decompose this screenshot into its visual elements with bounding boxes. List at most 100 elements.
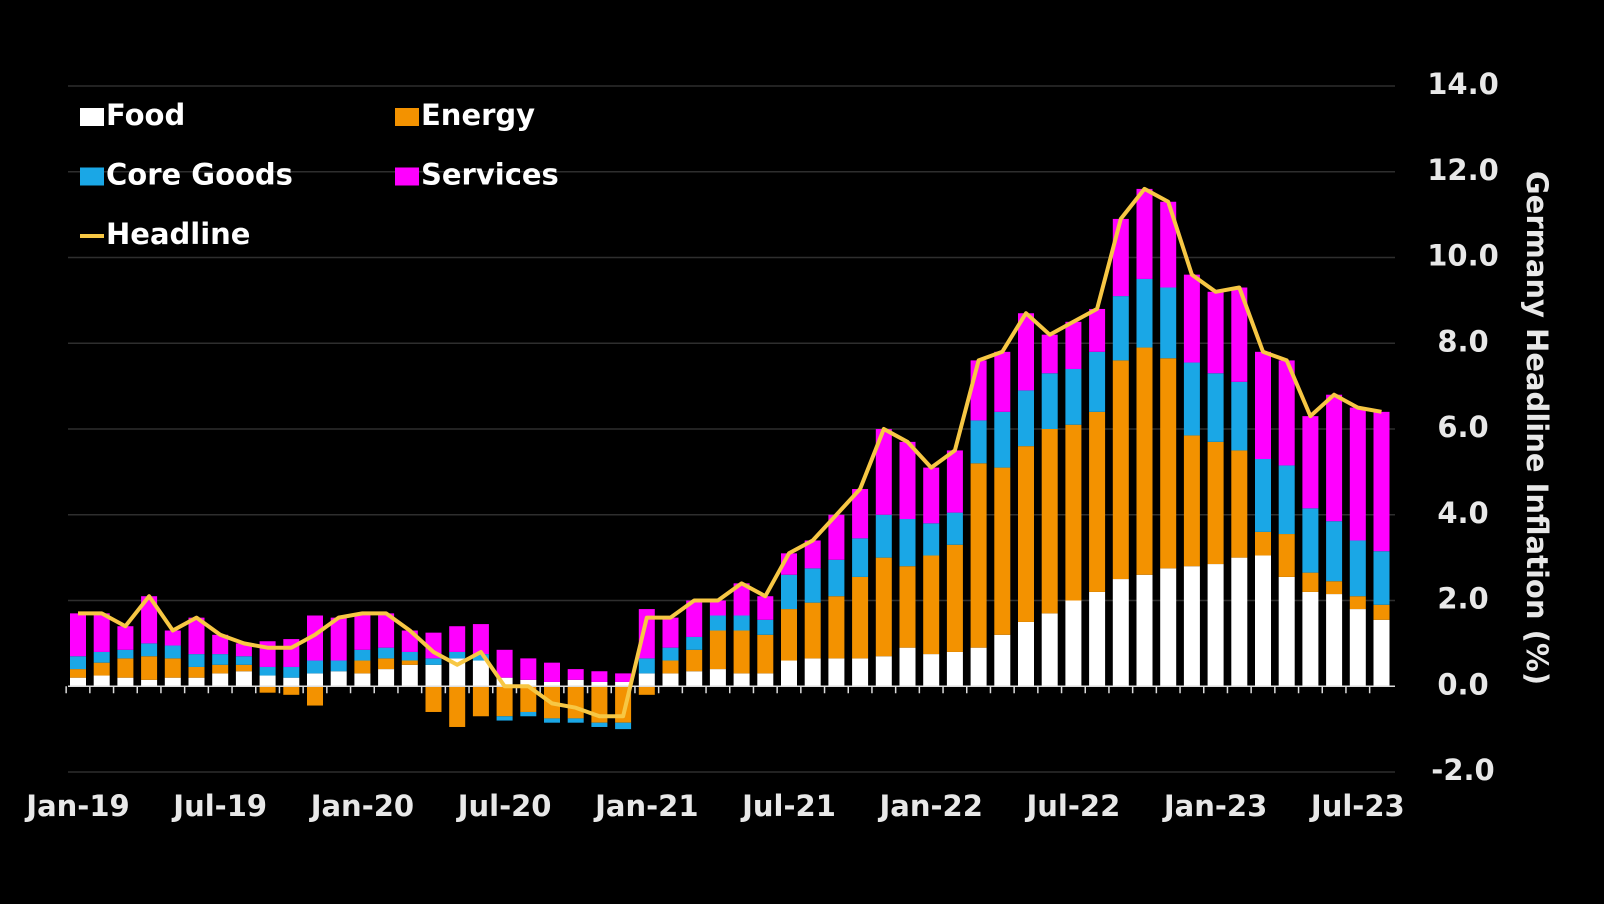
bar-segment	[188, 654, 205, 667]
legend-label: Headline	[106, 217, 250, 251]
bar-segment	[378, 658, 395, 670]
bar-segment	[757, 619, 774, 635]
bar-segment	[1231, 287, 1248, 382]
bar-segment	[757, 596, 774, 620]
bar-segment	[212, 654, 229, 665]
bar-segment	[615, 722, 632, 730]
bar-segment	[615, 673, 632, 682]
bar-segment	[425, 658, 442, 665]
bar-segment	[1041, 334, 1058, 374]
bar-segment	[970, 360, 987, 421]
bar-segment	[994, 351, 1011, 412]
bar-segment	[1065, 368, 1082, 425]
bar-segment	[1373, 619, 1390, 687]
bar-segment	[899, 647, 916, 687]
x-tick-label: Jan-21	[593, 789, 698, 823]
bar-segment	[1018, 621, 1034, 687]
bar-segment	[164, 630, 181, 646]
bar-segment	[828, 514, 845, 560]
bar-segment	[733, 630, 750, 674]
bar-segment	[1041, 429, 1058, 614]
y-tick-label: 6.0	[1437, 410, 1488, 444]
bar-segment	[567, 686, 584, 719]
bar-segment	[520, 711, 537, 717]
bar-segment	[378, 647, 395, 659]
bar-segment	[1018, 313, 1034, 391]
bar-segment	[307, 615, 323, 661]
bar-segment	[899, 519, 916, 567]
bar-segment	[164, 658, 181, 678]
bar-segment	[1018, 390, 1034, 447]
legend-swatch	[395, 167, 419, 186]
bar-segment	[307, 660, 323, 674]
bar-segment	[923, 654, 940, 687]
bar-segment	[1326, 521, 1343, 582]
bar-segment	[781, 609, 797, 661]
bar-segment	[212, 664, 229, 674]
bar-segment	[93, 651, 110, 663]
bar-segment	[733, 615, 750, 631]
bar-segment	[401, 664, 418, 687]
y-tick-label: 10.0	[1427, 239, 1499, 273]
bar-segment	[804, 602, 821, 659]
bar-segment	[117, 677, 134, 687]
y-tick-label: 8.0	[1437, 324, 1488, 358]
y-axis-title: Germany Headline Inflation (%)	[1520, 171, 1554, 685]
bar-segment	[1207, 564, 1224, 687]
bar-segment	[1373, 604, 1390, 620]
bar-segment	[1349, 407, 1366, 541]
bar-segment	[804, 658, 821, 687]
bar-segment	[1349, 596, 1366, 610]
bar-segment	[354, 660, 371, 674]
bar-segment	[520, 686, 537, 712]
bar-segment	[852, 538, 869, 577]
bar-segment	[638, 658, 655, 674]
bar-segment	[1278, 360, 1295, 466]
bar-segment	[638, 609, 655, 659]
legend-swatch	[80, 108, 104, 126]
bar-segment	[591, 671, 608, 682]
bar-segment	[449, 658, 466, 687]
bar-segment	[852, 658, 869, 687]
bar-segment	[1302, 572, 1319, 592]
bar-segment	[1349, 540, 1366, 597]
bar-segment	[164, 645, 181, 659]
x-tick-label: Jul-21	[740, 789, 836, 823]
bar-segment	[1112, 296, 1129, 361]
bar-segment	[1041, 373, 1058, 429]
bar-segment	[923, 523, 940, 556]
bar-segment	[946, 651, 963, 687]
bar-segment	[686, 636, 703, 650]
bar-segment	[875, 514, 892, 558]
bar-segment	[93, 675, 110, 687]
bar-segment	[1089, 351, 1106, 412]
bar-segment	[283, 686, 300, 695]
bar-segment	[188, 617, 205, 655]
bar-segment	[1278, 465, 1295, 535]
bar-segment	[1183, 362, 1200, 436]
bar-segment	[1183, 566, 1200, 687]
bar-segment	[875, 656, 892, 687]
bar-segment	[188, 666, 205, 678]
bar-segment	[378, 613, 395, 648]
bar-segment	[709, 669, 726, 687]
bar-segment	[1326, 594, 1343, 687]
bar-segment	[1160, 287, 1177, 359]
bar-segment	[781, 660, 797, 687]
bar-segment	[1089, 591, 1106, 687]
bar-segment	[662, 660, 679, 674]
bar-segment	[212, 634, 229, 655]
y-tick-label: -2.0	[1431, 753, 1494, 787]
bar-segment	[164, 677, 181, 687]
bar-segment	[1373, 551, 1390, 605]
bar-segment	[496, 716, 513, 721]
bar-segment	[1255, 459, 1271, 532]
bar-segment	[235, 671, 252, 687]
bar-segment	[520, 658, 537, 680]
bar-segment	[591, 722, 608, 727]
y-tick-label: 4.0	[1437, 496, 1488, 530]
bar-segment	[1231, 381, 1248, 451]
bar-segment	[1278, 534, 1295, 577]
bar-segment	[946, 544, 963, 652]
legend-label: Energy	[421, 98, 535, 132]
